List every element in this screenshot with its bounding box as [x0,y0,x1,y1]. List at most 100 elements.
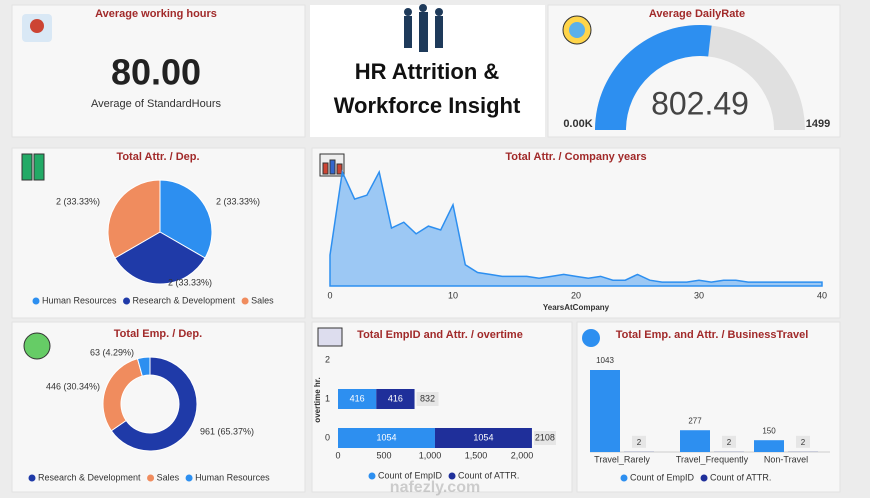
total-box [416,392,439,406]
people-icon [404,4,443,52]
legend-label: Research & Development [133,295,236,305]
legend-label: Count of EmpID [630,472,695,482]
x-tick-label: 0 [335,450,340,460]
y-tick-label: 2 [325,354,330,364]
data-label: 1043 [596,356,614,365]
dashboard-title: Workforce Insight [334,93,521,118]
slice [110,356,198,452]
data-label: 961 (65.37%) [200,426,254,436]
chart-title: Total Emp. and Attr. / BusinessTravel [616,329,809,341]
legend-label: Sales [251,295,274,305]
label-box [632,435,646,448]
bar [434,428,532,448]
x-tick-label: 0 [327,290,332,300]
bar [338,389,377,409]
watermark: nafezly.com [390,479,480,496]
gauge-tick-label: 0.00K [563,118,592,130]
data-label: 150 [762,426,776,435]
legend-marker [32,297,40,305]
y-tick-label: 0 [325,432,330,442]
x-tick-label: 2,000 [511,450,534,460]
x-tick-label: Travel_Frequently [676,454,749,464]
data-label: 1054 [473,432,493,442]
chart-title: Total Emp. / Dep. [114,328,202,340]
data-label: 277 [688,416,702,425]
x-tick-label: 30 [694,290,704,300]
label-box [722,435,736,448]
data-label: 2 (33.33%) [216,196,260,206]
data-label: 416 [388,393,403,403]
card [11,321,306,493]
bar [376,389,415,409]
chart-title: Total EmpID and Attr. / overtime [357,329,523,341]
data-label: 2 [637,438,642,447]
data-label: 2 [801,438,806,447]
x-tick-label: 500 [376,450,391,460]
slice [159,179,213,259]
slice [136,356,151,377]
chart-title: Total Attr. / Dep. [116,151,199,163]
label-box [796,435,810,448]
icon [582,329,600,347]
x-tick-label: Travel_Rarely [594,454,650,464]
legend-label: Sales [157,472,180,482]
y-tick-label: 1 [325,393,330,403]
x-axis-label: YearsAtCompany [543,303,610,312]
data-label: 1054 [376,432,396,442]
legend-label: Count of ATTR. [458,470,519,480]
legend-marker [185,474,193,482]
legend-label: Count of ATTR. [710,472,771,482]
y-axis-label: overtime hr. [313,377,322,422]
legend-marker [448,472,456,480]
chart-title: Average DailyRate [649,8,745,20]
total-label: 832 [420,393,435,403]
total-box [533,431,556,445]
data-label: 2 (33.33%) [56,196,100,206]
legend-label: Human Resources [195,472,270,482]
x-tick-label: 40 [817,290,827,300]
icon [319,153,345,177]
bar [680,430,710,452]
card-title: Average working hours [95,8,217,20]
legend-marker [147,474,155,482]
data-label: 446 (30.34%) [46,381,100,391]
bar [754,440,784,452]
data-label: 2 (33.33%) [168,277,212,287]
gauge-tick-label: 1499 [806,118,830,130]
legend-marker [620,474,628,482]
legend-label: Count of EmpID [378,470,443,480]
x-tick-label: 20 [571,290,581,300]
icon [562,15,592,45]
total-label: 2108 [535,432,555,442]
data-label: 416 [350,393,365,403]
x-tick-label: 1,500 [465,450,488,460]
card-label: Average of StandardHours [91,98,222,110]
card [11,4,306,138]
chart-title: Total Attr. / Company years [505,151,646,163]
gauge-fill [595,25,712,130]
legend-label: Research & Development [38,472,141,482]
card-value: 80.00 [111,52,201,93]
bar [590,370,620,452]
icon [21,153,45,181]
x-tick-label: 1,000 [419,450,442,460]
data-label: 63 (4.29%) [90,347,134,357]
card [576,321,841,493]
legend-marker [241,297,249,305]
area [329,169,823,287]
gauge-value: 802.49 [651,85,749,121]
legend-marker [368,472,376,480]
icon [22,14,52,42]
slice [107,179,161,259]
legend-label: Human Resources [42,295,117,305]
bar [338,428,435,448]
x-tick-label: Non-Travel [764,454,808,464]
icon [317,327,343,347]
icon [23,332,51,360]
x-tick-label: 10 [448,290,458,300]
legend-marker [28,474,36,482]
legend-marker [123,297,131,305]
slice [114,231,206,285]
